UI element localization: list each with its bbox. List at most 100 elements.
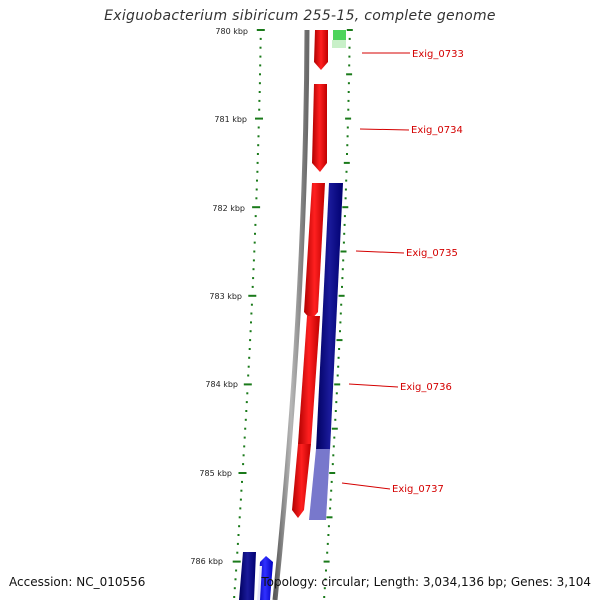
minor-tick xyxy=(332,454,335,457)
minor-tick xyxy=(242,454,245,457)
minor-tick xyxy=(251,285,254,288)
gene-bottom-navy xyxy=(239,552,256,600)
major-tick xyxy=(243,383,252,386)
minor-tick xyxy=(250,312,253,315)
major-tick xyxy=(232,560,241,563)
minor-tick xyxy=(345,170,348,173)
minor-tick xyxy=(254,215,257,218)
kbp-label: 780 kbp xyxy=(215,27,248,36)
major-tick xyxy=(248,294,257,297)
minor-tick xyxy=(339,321,342,324)
gene-label[interactable]: Exig_0734 xyxy=(411,125,463,136)
minor-tick xyxy=(245,401,248,404)
major-tick xyxy=(331,427,338,430)
gene-label[interactable]: Exig_0733 xyxy=(412,49,464,60)
minor-tick xyxy=(326,551,329,554)
minor-tick xyxy=(259,46,262,49)
gene-reverse-navy xyxy=(316,183,343,450)
minor-tick xyxy=(249,339,252,342)
minor-tick xyxy=(239,507,242,510)
minor-tick xyxy=(238,525,241,528)
minor-tick xyxy=(336,374,339,377)
minor-tick xyxy=(335,401,338,404)
minor-tick xyxy=(257,144,260,147)
minor-tick xyxy=(343,232,346,235)
minor-tick xyxy=(242,463,245,466)
minor-tick xyxy=(243,445,246,448)
minor-tick xyxy=(243,436,246,439)
rna-gene-shadow xyxy=(332,40,346,48)
minor-tick xyxy=(245,410,248,412)
gene-labels: Exig_0733 Exig_0734 Exig_0735 Exig_0736 … xyxy=(392,49,464,495)
minor-tick xyxy=(346,153,348,155)
major-tick xyxy=(343,161,350,164)
minor-tick xyxy=(255,188,258,191)
gene-label[interactable]: Exig_0737 xyxy=(392,484,444,495)
kbp-label: 781 kbp xyxy=(214,115,247,124)
minor-tick xyxy=(337,365,340,368)
major-tick xyxy=(329,472,336,474)
minor-tick xyxy=(256,170,259,173)
kbp-labels: 780 kbp 781 kbp 782 kbp 783 kbp 784 kbp … xyxy=(190,27,248,566)
minor-tick xyxy=(247,365,250,368)
major-tick xyxy=(340,250,347,253)
minor-tick xyxy=(340,303,343,306)
minor-tick xyxy=(252,259,255,262)
minor-tick xyxy=(335,392,338,395)
minor-tick xyxy=(329,498,332,501)
minor-tick xyxy=(348,37,351,40)
minor-tick xyxy=(339,312,342,315)
minor-tick xyxy=(250,303,253,306)
minor-tick xyxy=(342,241,345,244)
gene-label[interactable]: Exig_0736 xyxy=(400,382,452,393)
gene-label[interactable]: Exig_0735 xyxy=(406,248,458,259)
leader-line xyxy=(341,482,391,490)
minor-tick xyxy=(254,232,256,235)
leader-line xyxy=(359,128,410,131)
minor-tick xyxy=(248,356,251,359)
gene-exig-0734 xyxy=(312,84,327,172)
minor-tick xyxy=(258,99,261,102)
minor-tick xyxy=(259,73,261,76)
major-tick xyxy=(326,516,333,519)
minor-tick xyxy=(347,108,350,111)
minor-tick xyxy=(256,153,259,155)
minor-tick xyxy=(258,108,261,111)
minor-tick xyxy=(347,82,350,85)
minor-tick xyxy=(343,215,346,218)
minor-tick xyxy=(244,418,247,421)
major-tick xyxy=(334,383,341,386)
major-tick xyxy=(336,339,343,342)
major-tick xyxy=(255,117,263,120)
minor-tick xyxy=(252,277,255,280)
minor-tick xyxy=(341,285,343,288)
minor-tick xyxy=(347,99,350,102)
minor-tick xyxy=(323,596,326,598)
kbp-label: 783 kbp xyxy=(209,292,242,301)
minor-tick xyxy=(254,223,257,226)
topology-text: Topology: circular; Length: 3,034,136 bp… xyxy=(261,575,591,589)
minor-tick xyxy=(337,356,340,359)
minor-tick xyxy=(240,489,243,492)
minor-tick xyxy=(343,223,346,226)
kbp-label: 786 kbp xyxy=(190,557,223,566)
accession-text: Accession: NC_010556 xyxy=(9,575,146,589)
minor-tick xyxy=(255,197,258,200)
major-tick xyxy=(346,29,353,31)
kbp-label: 785 kbp xyxy=(199,469,232,478)
major-tick xyxy=(252,206,261,209)
genome-backbone xyxy=(272,29,310,600)
major-tick xyxy=(323,560,330,563)
gene-exig-0735 xyxy=(304,183,325,320)
minor-tick xyxy=(348,46,351,49)
gene-label-leaders xyxy=(341,52,410,490)
minor-tick xyxy=(241,480,243,483)
major-tick xyxy=(238,472,247,474)
minor-tick xyxy=(341,268,344,271)
minor-tick xyxy=(345,179,348,182)
minor-tick xyxy=(346,144,349,147)
minor-tick xyxy=(259,37,262,40)
minor-tick xyxy=(257,135,260,138)
minor-tick xyxy=(253,250,256,253)
